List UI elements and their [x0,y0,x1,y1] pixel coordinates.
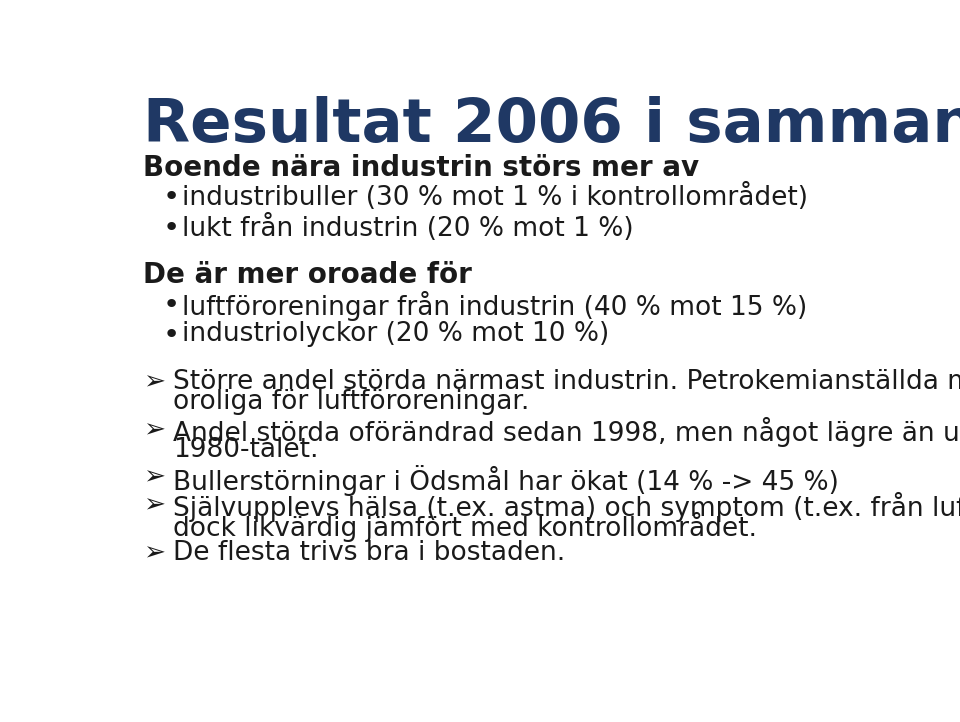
Text: Självupplevs hälsa (t.ex. astma) och symptom (t.ex. från luftvägar): Självupplevs hälsa (t.ex. astma) och sym… [173,492,960,523]
Text: •: • [162,214,180,242]
Text: ➢: ➢ [143,369,165,395]
Text: Resultat 2006 i sammanfattning: Resultat 2006 i sammanfattning [143,96,960,155]
Text: Boende nära industrin störs mer av: Boende nära industrin störs mer av [143,154,700,182]
Text: •: • [162,321,180,349]
Text: De flesta trivs bra i bostaden.: De flesta trivs bra i bostaden. [173,540,564,566]
Text: luftföroreningar från industrin (40 % mot 15 %): luftföroreningar från industrin (40 % mo… [182,291,807,321]
Text: ➢: ➢ [143,540,165,566]
Text: •: • [162,291,180,318]
Text: •: • [162,183,180,211]
Text: industribuller (30 % mot 1 % i kontrollområdet): industribuller (30 % mot 1 % i kontrollo… [182,183,808,211]
Text: ➢: ➢ [143,465,165,491]
Text: Andel störda oförändrad sedan 1998, men något lägre än under: Andel störda oförändrad sedan 1998, men … [173,417,960,447]
Text: industriolyckor (20 % mot 10 %): industriolyckor (20 % mot 10 %) [182,321,610,347]
Text: ➢: ➢ [143,492,165,518]
Text: ➢: ➢ [143,417,165,443]
Text: Bullerstörningar i Ödsmål har ökat (14 % -> 45 %): Bullerstörningar i Ödsmål har ökat (14 %… [173,465,839,496]
Text: dock likvärdig jämfört med kontrollområdet.: dock likvärdig jämfört med kontrollområd… [173,513,756,542]
Text: De är mer oroade för: De är mer oroade för [143,261,472,290]
Text: lukt från industrin (20 % mot 1 %): lukt från industrin (20 % mot 1 %) [182,214,634,242]
Text: 1980-talet.: 1980-talet. [173,437,318,463]
Text: Större andel störda närmast industrin. Petrokemianställda mindre: Större andel störda närmast industrin. P… [173,369,960,395]
Text: oroliga för luftföroreningar.: oroliga för luftföroreningar. [173,389,529,415]
